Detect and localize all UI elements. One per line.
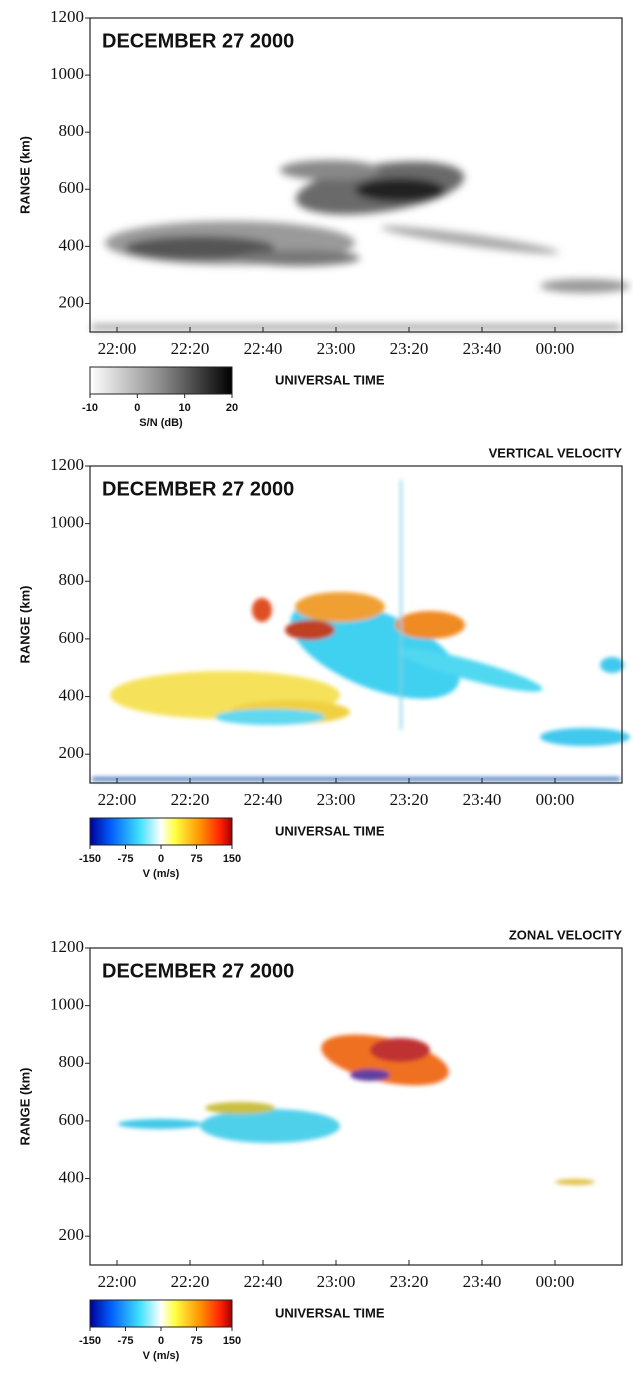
x-tick-label: 22:00 bbox=[98, 339, 137, 358]
colorbar-tick-label: 150 bbox=[223, 853, 241, 865]
x-tick-label: 00:00 bbox=[536, 1272, 575, 1291]
y-tick-label: 1200 bbox=[50, 937, 84, 956]
colorbar-tick-label: -150 bbox=[79, 853, 101, 865]
x-tick-label: 22:20 bbox=[171, 790, 210, 809]
plot-frame bbox=[89, 947, 623, 1266]
y-tick-label: 1000 bbox=[50, 64, 84, 83]
x-tick-label: 22:20 bbox=[171, 1272, 210, 1291]
y-axis-label: RANGE (km) bbox=[17, 1067, 32, 1145]
colorbar-label: V (m/s) bbox=[143, 1350, 180, 1362]
x-tick-label: 22:40 bbox=[244, 339, 283, 358]
y-tick-label: 400 bbox=[59, 235, 85, 254]
y-tick-label: 1200 bbox=[50, 7, 84, 26]
chart-title: DECEMBER 27 2000 bbox=[102, 960, 294, 982]
panel-heading: VERTICAL VELOCITY bbox=[489, 445, 623, 460]
x-axis-label: UNIVERSAL TIME bbox=[275, 823, 385, 838]
y-tick-label: 1200 bbox=[50, 455, 84, 474]
colorbar-tick-label: 0 bbox=[158, 1335, 164, 1347]
x-tick-label: 23:40 bbox=[463, 339, 502, 358]
x-tick-label: 00:00 bbox=[536, 339, 575, 358]
y-tick-label: 800 bbox=[59, 570, 85, 589]
x-tick-label: 23:20 bbox=[390, 1272, 429, 1291]
y-tick-label: 600 bbox=[59, 178, 85, 197]
colorbar-label: S/N (dB) bbox=[139, 417, 183, 429]
y-tick-label: 400 bbox=[59, 685, 85, 704]
colorbar-tick-label: 75 bbox=[190, 853, 202, 865]
y-tick-label: 1000 bbox=[50, 513, 84, 532]
x-tick-label: 23:20 bbox=[390, 790, 429, 809]
colorbar bbox=[89, 817, 233, 846]
x-tick-label: 23:00 bbox=[317, 339, 356, 358]
x-tick-label: 23:00 bbox=[317, 790, 356, 809]
y-tick-label: 600 bbox=[59, 628, 85, 647]
x-tick-label: 23:00 bbox=[317, 1272, 356, 1291]
x-tick-label: 00:00 bbox=[536, 790, 575, 809]
y-tick-label: 400 bbox=[59, 1167, 85, 1186]
colorbar-tick-label: 0 bbox=[134, 402, 140, 414]
echo-region bbox=[92, 160, 630, 329]
x-tick-label: 22:20 bbox=[171, 339, 210, 358]
echo-region bbox=[92, 480, 630, 781]
y-tick-label: 200 bbox=[59, 1225, 85, 1244]
y-tick-label: 200 bbox=[59, 292, 85, 311]
x-tick-label: 22:40 bbox=[244, 790, 283, 809]
colorbar-tick-label: -75 bbox=[118, 853, 134, 865]
x-tick-label: 22:00 bbox=[98, 790, 137, 809]
colorbar-tick-label: -150 bbox=[79, 1335, 101, 1347]
y-axis-label: RANGE (km) bbox=[17, 136, 32, 214]
y-tick-label: 600 bbox=[59, 1110, 85, 1129]
colorbar-tick-label: 150 bbox=[223, 1335, 241, 1347]
y-tick-label: 800 bbox=[59, 1052, 85, 1071]
colorbar-tick-label: -75 bbox=[118, 1335, 134, 1347]
x-tick-label: 23:40 bbox=[463, 790, 502, 809]
x-tick-label: 23:40 bbox=[463, 1272, 502, 1291]
x-tick-label: 22:00 bbox=[98, 1272, 137, 1291]
y-axis-label: RANGE (km) bbox=[17, 585, 32, 663]
x-tick-label: 23:20 bbox=[390, 339, 429, 358]
panel-heading: ZONAL VELOCITY bbox=[509, 927, 622, 942]
plot-frame bbox=[89, 465, 623, 784]
colorbar bbox=[89, 1299, 233, 1328]
y-tick-label: 1000 bbox=[50, 995, 84, 1014]
colorbar bbox=[89, 366, 233, 395]
x-tick-label: 22:40 bbox=[244, 1272, 283, 1291]
y-tick-label: 800 bbox=[59, 121, 85, 140]
x-axis-label: UNIVERSAL TIME bbox=[275, 372, 385, 387]
colorbar-tick-label: -10 bbox=[82, 402, 98, 414]
colorbar-tick-label: 20 bbox=[226, 402, 238, 414]
y-tick-label: 200 bbox=[59, 743, 85, 762]
chart-title: DECEMBER 27 2000 bbox=[102, 478, 294, 500]
colorbar-tick-label: 0 bbox=[158, 853, 164, 865]
chart-title: DECEMBER 27 2000 bbox=[102, 30, 294, 52]
echo-region bbox=[118, 1034, 595, 1185]
x-axis-label: UNIVERSAL TIME bbox=[275, 1305, 385, 1320]
colorbar-tick-label: 10 bbox=[179, 402, 191, 414]
colorbar-label: V (m/s) bbox=[143, 868, 180, 880]
colorbar-tick-label: 75 bbox=[190, 1335, 202, 1347]
plot-frame bbox=[89, 17, 623, 333]
